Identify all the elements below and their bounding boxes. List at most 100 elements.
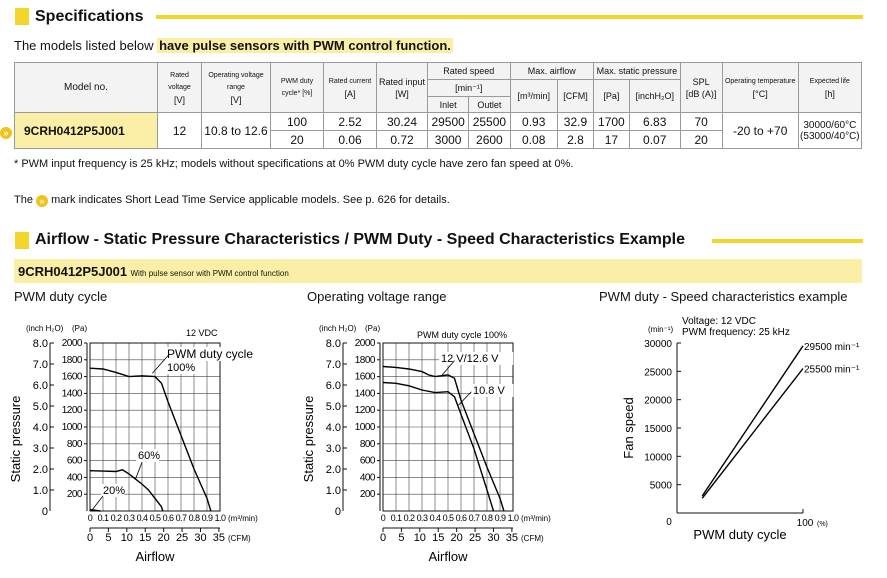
short-lead-note: The » mark indicates Short Lead Time Ser… bbox=[14, 194, 450, 207]
x-tick-label: 0.8 bbox=[189, 513, 200, 523]
section-rule bbox=[156, 15, 863, 19]
chart2-svg: 2004006008001000120014001600180020001.02… bbox=[301, 324, 551, 564]
y2-tick-label: 5.0 bbox=[326, 401, 341, 413]
series-label-12v-bg bbox=[439, 352, 514, 365]
y-tick-label: 1800 bbox=[62, 355, 83, 366]
x-tick-label: 0.3 bbox=[417, 513, 428, 523]
footnote: * PWM input frequency is 25 kHz; models … bbox=[14, 158, 574, 170]
specifications-title: Specifications bbox=[35, 8, 144, 25]
x-tick-label: 0.1 bbox=[391, 513, 402, 523]
series-line-2 bbox=[89, 469, 164, 512]
series-label-60-bg bbox=[136, 449, 160, 462]
x-unit: (m³/min) bbox=[521, 514, 551, 523]
y-tick-label: 400 bbox=[67, 472, 83, 483]
header-max-static: Max. static pressure bbox=[593, 62, 681, 80]
x2-tick-label: 15 bbox=[139, 532, 151, 544]
y-unit: (Pa) bbox=[365, 324, 380, 333]
y2-tick-label: 4.0 bbox=[326, 422, 341, 434]
plot-frame bbox=[89, 342, 221, 512]
x-tick-label: 0.7 bbox=[176, 513, 187, 523]
series-label-2: 25500 min⁻¹ bbox=[804, 365, 860, 376]
y-tick-label: 600 bbox=[360, 456, 376, 467]
y-unit: (min⁻¹) bbox=[648, 325, 673, 334]
header-op-temp: Operating temperature bbox=[724, 77, 796, 85]
x-tick-label: 0.2 bbox=[404, 513, 415, 523]
legend-title: PWM duty cycle bbox=[167, 347, 253, 361]
chart-model-label: 9CRH0412P5J001 With pulse sensor with PW… bbox=[18, 264, 289, 279]
header-spl: SPL bbox=[692, 76, 710, 87]
x2-tick-label: 0 bbox=[87, 532, 93, 544]
series-label-108v: 10.8 V bbox=[473, 385, 505, 397]
x2-tick-label: 20 bbox=[158, 532, 170, 544]
legend-title: PWM duty cycle 100% bbox=[417, 330, 507, 340]
y-tick-label: 2000 bbox=[355, 338, 376, 349]
x-tick-label: 1.0 bbox=[215, 513, 226, 523]
table-cell: 29500 bbox=[426, 112, 470, 131]
series-label-20: 20% bbox=[103, 485, 125, 497]
y2-tick-label: 7.0 bbox=[33, 359, 48, 371]
unit-pwm-duty: cycle* [%] bbox=[281, 89, 313, 97]
unit-op-voltage: [V] bbox=[230, 94, 242, 105]
y-tick-label: 1400 bbox=[62, 388, 83, 399]
y-tick-label: 1200 bbox=[62, 405, 83, 416]
legend-title-bg bbox=[165, 347, 267, 361]
y2-tick-label: 8.0 bbox=[33, 338, 48, 350]
x-tick-label: 0.7 bbox=[469, 513, 480, 523]
unit-spl: [dB (A)] bbox=[685, 88, 717, 99]
series-label-20-bg bbox=[101, 484, 125, 497]
y-tick-label: 1800 bbox=[355, 355, 376, 366]
x2-tick-label: 0 bbox=[380, 532, 386, 544]
table-cell: 0.93 bbox=[509, 112, 558, 131]
series-label-12v: 12 V/12.6 V bbox=[441, 353, 499, 365]
y2-tick-label: 3.0 bbox=[326, 443, 341, 455]
table-cell: 2.52 bbox=[323, 112, 377, 131]
y2-tick-label: 7.0 bbox=[326, 359, 341, 371]
y-tick-label: 1600 bbox=[62, 372, 83, 383]
y-tick-label: 1000 bbox=[62, 422, 83, 433]
x-axis-title: Airflow bbox=[428, 549, 468, 564]
y2-unit: (inch H₂O) bbox=[26, 324, 64, 333]
table-cell: 20 bbox=[270, 130, 324, 149]
short-lead-text-after: mark indicates Short Lead Time Service a… bbox=[51, 194, 450, 206]
model-band bbox=[14, 259, 862, 283]
unit-airflow-cfm: [CFM] bbox=[556, 79, 595, 113]
y2-tick-label: 0 bbox=[42, 506, 48, 518]
intro-plain: The models listed below bbox=[14, 38, 158, 53]
unit-rated-current: [A] bbox=[344, 88, 356, 99]
table-cell: 0.72 bbox=[376, 130, 428, 149]
intro-text: The models listed below have pulse senso… bbox=[14, 38, 453, 53]
series-label-1: 29500 min⁻¹ bbox=[804, 342, 860, 353]
table-cell: 3000 bbox=[426, 130, 470, 149]
x-tick-label: 0.5 bbox=[443, 513, 454, 523]
x2-unit: (CFM) bbox=[228, 534, 251, 543]
table-cell: 100 bbox=[270, 112, 324, 131]
series-label-60: 60% bbox=[138, 450, 160, 462]
x-tick-label: 0.5 bbox=[150, 513, 161, 523]
unit-airflow-m3: [m³/min] bbox=[509, 79, 558, 113]
table-cell: 30.24 bbox=[376, 112, 428, 131]
header-op-voltage: Operating voltage range bbox=[208, 71, 264, 91]
header-rated-input: Rated input bbox=[378, 76, 426, 87]
y-axis-title: Fan speed bbox=[621, 397, 636, 458]
series-label-100-bg bbox=[165, 361, 195, 374]
unit-static-inch: [inchH₂O] bbox=[628, 79, 681, 113]
y-tick-label: 400 bbox=[360, 472, 376, 483]
x-tick-label: 0.4 bbox=[430, 513, 441, 523]
header-rated-current: Rated current bbox=[328, 77, 372, 85]
leader-12v bbox=[441, 360, 455, 377]
voltage-label: 12 VDC bbox=[186, 328, 218, 338]
x-tick-label: 0.9 bbox=[495, 513, 506, 523]
x-tick-label: 100 bbox=[797, 518, 814, 529]
x2-tick-label: 25 bbox=[469, 532, 481, 544]
y-tick-label: 1200 bbox=[355, 405, 376, 416]
table-cell: 0.06 bbox=[323, 130, 377, 149]
unit-rated-speed: [min⁻¹] bbox=[427, 79, 511, 97]
y2-tick-label: 6.0 bbox=[326, 380, 341, 392]
unit-op-temp: [°C] bbox=[752, 88, 768, 99]
section-marker bbox=[15, 232, 29, 249]
condition-frequency: PWM frequency: 25 kHz bbox=[682, 327, 790, 338]
header-rated-voltage: Rated voltage bbox=[168, 71, 191, 91]
short-lead-time-icon: » bbox=[0, 127, 12, 139]
x-tick-label: 0 bbox=[381, 513, 386, 523]
